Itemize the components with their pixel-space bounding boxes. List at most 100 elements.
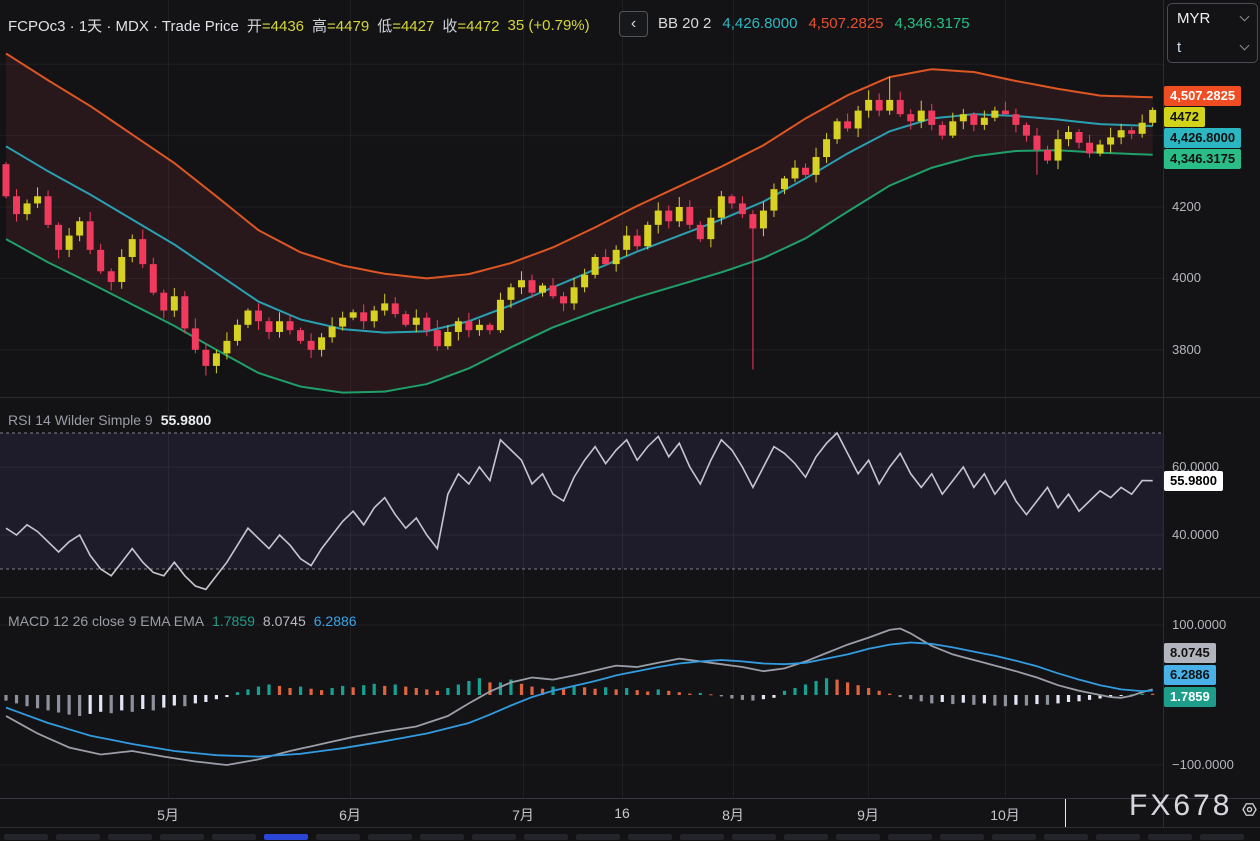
macd-histogram-bar xyxy=(982,695,986,704)
timeline-scrollbar-segment[interactable] xyxy=(888,834,932,840)
timeline-scrollbar-segment[interactable] xyxy=(628,834,672,840)
candle-body xyxy=(1149,109,1157,123)
macd-histogram-bar xyxy=(456,684,460,695)
pane-divider[interactable] xyxy=(0,597,1260,598)
macd-pane xyxy=(0,624,1163,766)
candle-body xyxy=(591,256,599,275)
candle-body xyxy=(560,296,568,304)
macd-histogram-bar xyxy=(930,695,934,704)
chart-plot-area[interactable] xyxy=(0,0,1163,798)
rsi-indicator-legend[interactable]: RSI 14 Wilder Simple 9 55.9800 xyxy=(8,412,211,428)
timeline-scrollbar-segment[interactable] xyxy=(316,834,360,840)
macd-histogram-bar xyxy=(646,691,650,695)
candle-body xyxy=(759,210,767,229)
candle-body xyxy=(644,224,652,247)
bb-basis-value: 4,426.8000 xyxy=(722,15,798,32)
unit-dropdown[interactable]: t xyxy=(1168,33,1257,62)
candle-body xyxy=(928,110,936,125)
macd-indicator-legend[interactable]: MACD 12 26 close 9 EMA EMA 1.7859 8.0745… xyxy=(8,613,357,629)
settings-gear-icon[interactable] xyxy=(1240,800,1259,819)
ohlc-high: 高=4479 xyxy=(312,18,370,35)
timeline-scrollbar-segment[interactable] xyxy=(784,834,828,840)
candle-body xyxy=(886,99,894,111)
macd-histogram-bar xyxy=(320,690,324,695)
candle-body xyxy=(202,349,210,366)
macd-histogram-bar xyxy=(57,695,61,713)
timeline-scrollbar-segment[interactable] xyxy=(108,834,152,840)
timeline-scrollbar-segment[interactable] xyxy=(1096,834,1140,840)
timeline-scrollbar-segment[interactable] xyxy=(472,834,516,840)
candle-body xyxy=(654,210,662,225)
timeline-scrollbar-segment[interactable] xyxy=(160,834,204,840)
bb-title: BB 20 2 xyxy=(658,15,712,32)
bb-indicator-legend[interactable]: BB 20 2 4,426.8000 4,507.2825 4,346.3175 xyxy=(658,15,970,32)
collapse-indicator-button[interactable]: ‹ xyxy=(619,11,648,37)
timeline-scrollbar-segment[interactable] xyxy=(56,834,100,840)
timeline-scrollbar-segment[interactable] xyxy=(4,834,48,840)
ohlc-close: 收=4472 xyxy=(442,18,500,35)
timeline-scrollbar-thumb[interactable] xyxy=(264,834,308,840)
timeline-scrollbar-segment[interactable] xyxy=(732,834,776,840)
candle-body xyxy=(1065,132,1073,140)
macd-signal-line xyxy=(5,641,1153,758)
candle-body xyxy=(728,196,736,204)
timeline-scrollbar-segment[interactable] xyxy=(212,834,256,840)
candle-body xyxy=(254,310,262,322)
time-axis-label: 16 xyxy=(614,805,630,821)
candle-body xyxy=(959,114,967,122)
chevron-down-icon xyxy=(1239,11,1250,22)
macd-histogram-bar xyxy=(656,689,660,695)
timeline-scrollbar-segment[interactable] xyxy=(680,834,724,840)
macd-histogram-bar xyxy=(540,688,545,695)
ohlc-low: 低=4427 xyxy=(377,18,435,35)
timeline-scrollbar-segment[interactable] xyxy=(1044,834,1088,840)
timeline-scrollbar-segment[interactable] xyxy=(836,834,880,840)
macd-histogram-bar xyxy=(940,695,944,702)
macd-histogram-bar xyxy=(446,688,450,695)
candle-body xyxy=(854,110,862,129)
macd-histogram-bar xyxy=(888,693,892,695)
macd-histogram-bar xyxy=(256,686,261,695)
timeline-scrollbar-segment[interactable] xyxy=(940,834,984,840)
macd-histogram-bar xyxy=(1109,695,1113,698)
macd-histogram-bar xyxy=(109,695,113,714)
macd-histogram-bar xyxy=(298,686,303,695)
macd-histogram-bar xyxy=(782,690,787,695)
candle-body xyxy=(1033,135,1041,150)
bb-lower-value: 4,346.3175 xyxy=(894,15,970,32)
macd-histogram-bar xyxy=(751,695,755,701)
timeline-scrollbar-segment[interactable] xyxy=(524,834,568,840)
pane-divider[interactable] xyxy=(0,397,1260,398)
timeline-scrollbar-segment[interactable] xyxy=(420,834,464,840)
macd-histogram-bar xyxy=(635,690,639,695)
timeline-scrollbar-segment[interactable] xyxy=(576,834,620,840)
symbol-legend[interactable]: FCPOc3 · 1天 · MDX · Trade Price 开=4436 高… xyxy=(8,15,590,36)
candle-body xyxy=(1117,130,1125,138)
macd-histogram-bar xyxy=(14,695,19,704)
candle-body xyxy=(139,239,147,265)
time-axis[interactable]: 5月 6月 7月 16 8月 9月 10月 xyxy=(0,798,1163,827)
axis-tick-label: 40.0000 xyxy=(1172,527,1219,542)
candle-body xyxy=(844,121,852,129)
symbol-title[interactable]: FCPOc3 · 1天 · MDX · Trade Price xyxy=(8,18,239,35)
candle-body xyxy=(791,167,799,179)
currency-dropdown[interactable]: MYR xyxy=(1168,4,1257,33)
candle-body xyxy=(149,264,157,293)
macd-histogram-bar xyxy=(561,688,566,695)
macd-line-value: 8.0745 xyxy=(262,613,306,629)
timeline-scrollbar-segment[interactable] xyxy=(1200,834,1244,840)
timeline-scrollbar-segment[interactable] xyxy=(992,834,1036,840)
timeline-scrollbar-segment[interactable] xyxy=(1148,834,1192,840)
candle-body xyxy=(55,224,63,250)
timeline-scrollbar[interactable] xyxy=(0,828,1260,841)
candle-body xyxy=(339,317,347,327)
minimap-divider xyxy=(0,827,1260,828)
timeline-scrollbar-segment[interactable] xyxy=(368,834,412,840)
candle-body xyxy=(34,196,42,204)
candle-body xyxy=(949,121,957,136)
rsi-pane xyxy=(0,431,1163,591)
candle-body xyxy=(465,321,473,331)
candle-body xyxy=(581,274,589,288)
candle-body xyxy=(802,167,810,175)
candle-body xyxy=(717,196,725,218)
